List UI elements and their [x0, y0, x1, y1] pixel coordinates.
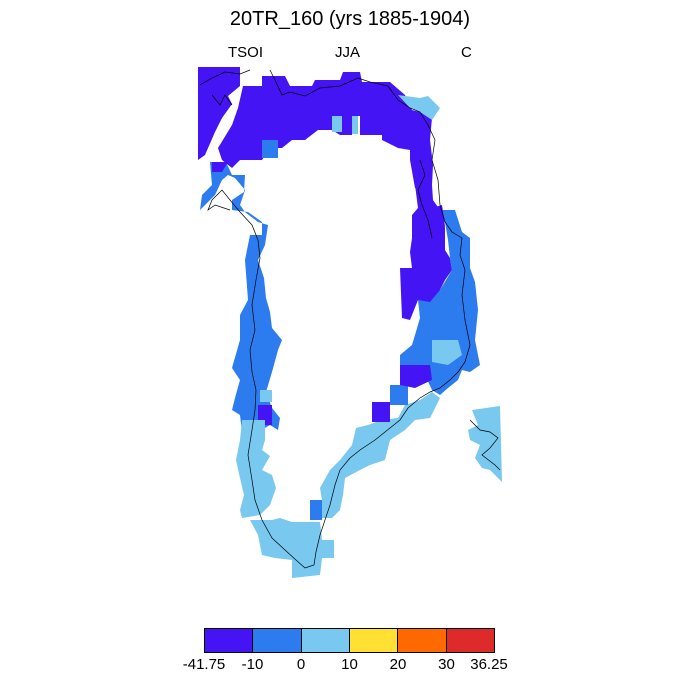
region-east-strip-dark — [432, 205, 445, 248]
region-southwest-light — [236, 420, 276, 518]
colorbar — [204, 628, 495, 653]
region-southeast-light — [320, 392, 440, 518]
region-southeast-patch-mid-b — [390, 385, 408, 405]
colorbar-label-6: 36.25 — [470, 656, 508, 673]
units-label: C — [461, 44, 472, 61]
region-north-small-mid — [262, 140, 278, 158]
coastline — [199, 69, 501, 569]
region-north-patch-b — [352, 116, 358, 134]
region-offshore-island — [468, 406, 502, 482]
region-south-tip-light — [250, 518, 334, 578]
region-west-patch-light — [260, 390, 272, 402]
colorbar-label-3: 10 — [341, 656, 358, 673]
colorbar-label-1: -10 — [241, 656, 264, 673]
colorbar-label-0: -41.75 — [182, 656, 226, 673]
region-northwest-dark — [198, 67, 240, 160]
region-north-coast-dark — [218, 72, 433, 188]
region-east-dark-band — [400, 365, 432, 388]
region-east-mid-patch-light — [432, 340, 462, 365]
season-label: JJA — [335, 44, 361, 61]
variable-label: TSOI — [228, 44, 264, 61]
colorbar-bin-1 — [205, 629, 254, 652]
colorbar-bin-4 — [349, 629, 399, 652]
colorbar-bin-2 — [253, 629, 302, 652]
map-title: 20TR_160 (yrs 1885-1904) — [229, 8, 471, 30]
region-west-coast-mid — [200, 162, 282, 432]
colorbar-bin-5 — [398, 629, 447, 652]
region-east-coast-dark — [410, 185, 452, 305]
colorbar-label-5: 30 — [438, 656, 455, 673]
colorbar-label-4: 20 — [389, 656, 407, 673]
colorbar-bin-6 — [446, 629, 494, 652]
region-northeast-patch — [398, 95, 440, 120]
colorbar-label-2: 0 — [296, 656, 306, 673]
colorbar-bin-3 — [301, 629, 350, 652]
region-southeast-patch-mid — [310, 500, 322, 520]
region-west-patch-dark-a — [212, 162, 228, 172]
region-north-patch-a — [332, 116, 342, 132]
region-east-inner-dark — [400, 268, 418, 320]
region-southeast-patch-dark-a — [372, 402, 390, 422]
